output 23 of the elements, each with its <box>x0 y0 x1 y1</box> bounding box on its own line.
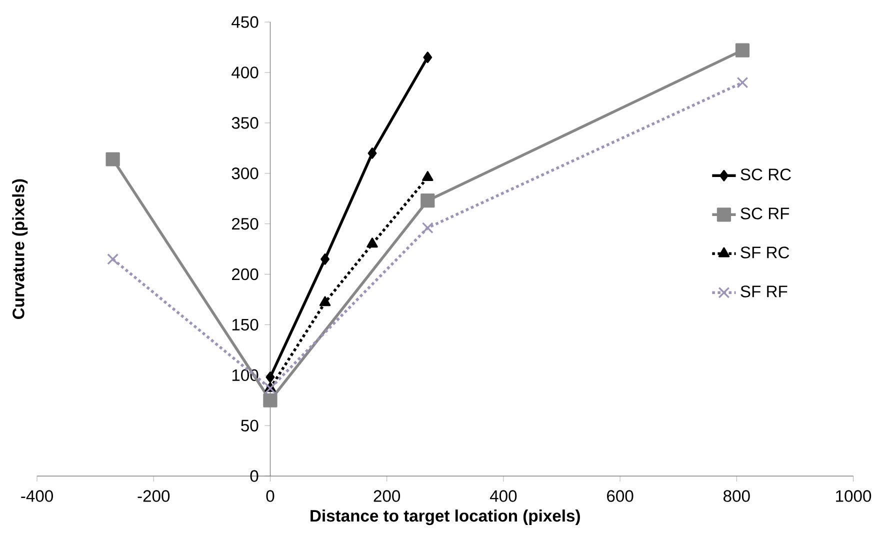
legend-label: SF RC <box>740 246 790 258</box>
legend-label: SC RC <box>740 168 791 180</box>
y-tick-label: 250 <box>232 218 258 230</box>
legend-label: SC RF <box>740 208 790 220</box>
x-tick-label: -400 <box>21 490 53 502</box>
x-tick-label: 200 <box>374 490 400 502</box>
y-tick-label: 200 <box>232 268 258 280</box>
y-tick-label: 300 <box>232 168 258 180</box>
x-tick-label: 0 <box>266 490 274 502</box>
x-tick-label: 400 <box>490 490 517 502</box>
y-tick-label: 450 <box>232 16 258 28</box>
y-tick-label: 400 <box>232 66 258 78</box>
y-axis-title: Curvature (pixels) <box>12 179 28 319</box>
y-tick-label: 50 <box>241 420 258 432</box>
legend-label: SF RF <box>740 286 788 298</box>
x-tick-label: 800 <box>724 490 750 502</box>
x-tick-label: 1000 <box>836 490 872 502</box>
x-axis-title: Distance to target location (pixels) <box>310 510 580 526</box>
y-tick-label: 0 <box>250 470 258 482</box>
y-tick-label: 350 <box>232 117 258 129</box>
y-tick-label: 150 <box>232 318 258 331</box>
x-tick-label: -200 <box>138 490 170 502</box>
x-tick-label: 600 <box>607 490 634 502</box>
